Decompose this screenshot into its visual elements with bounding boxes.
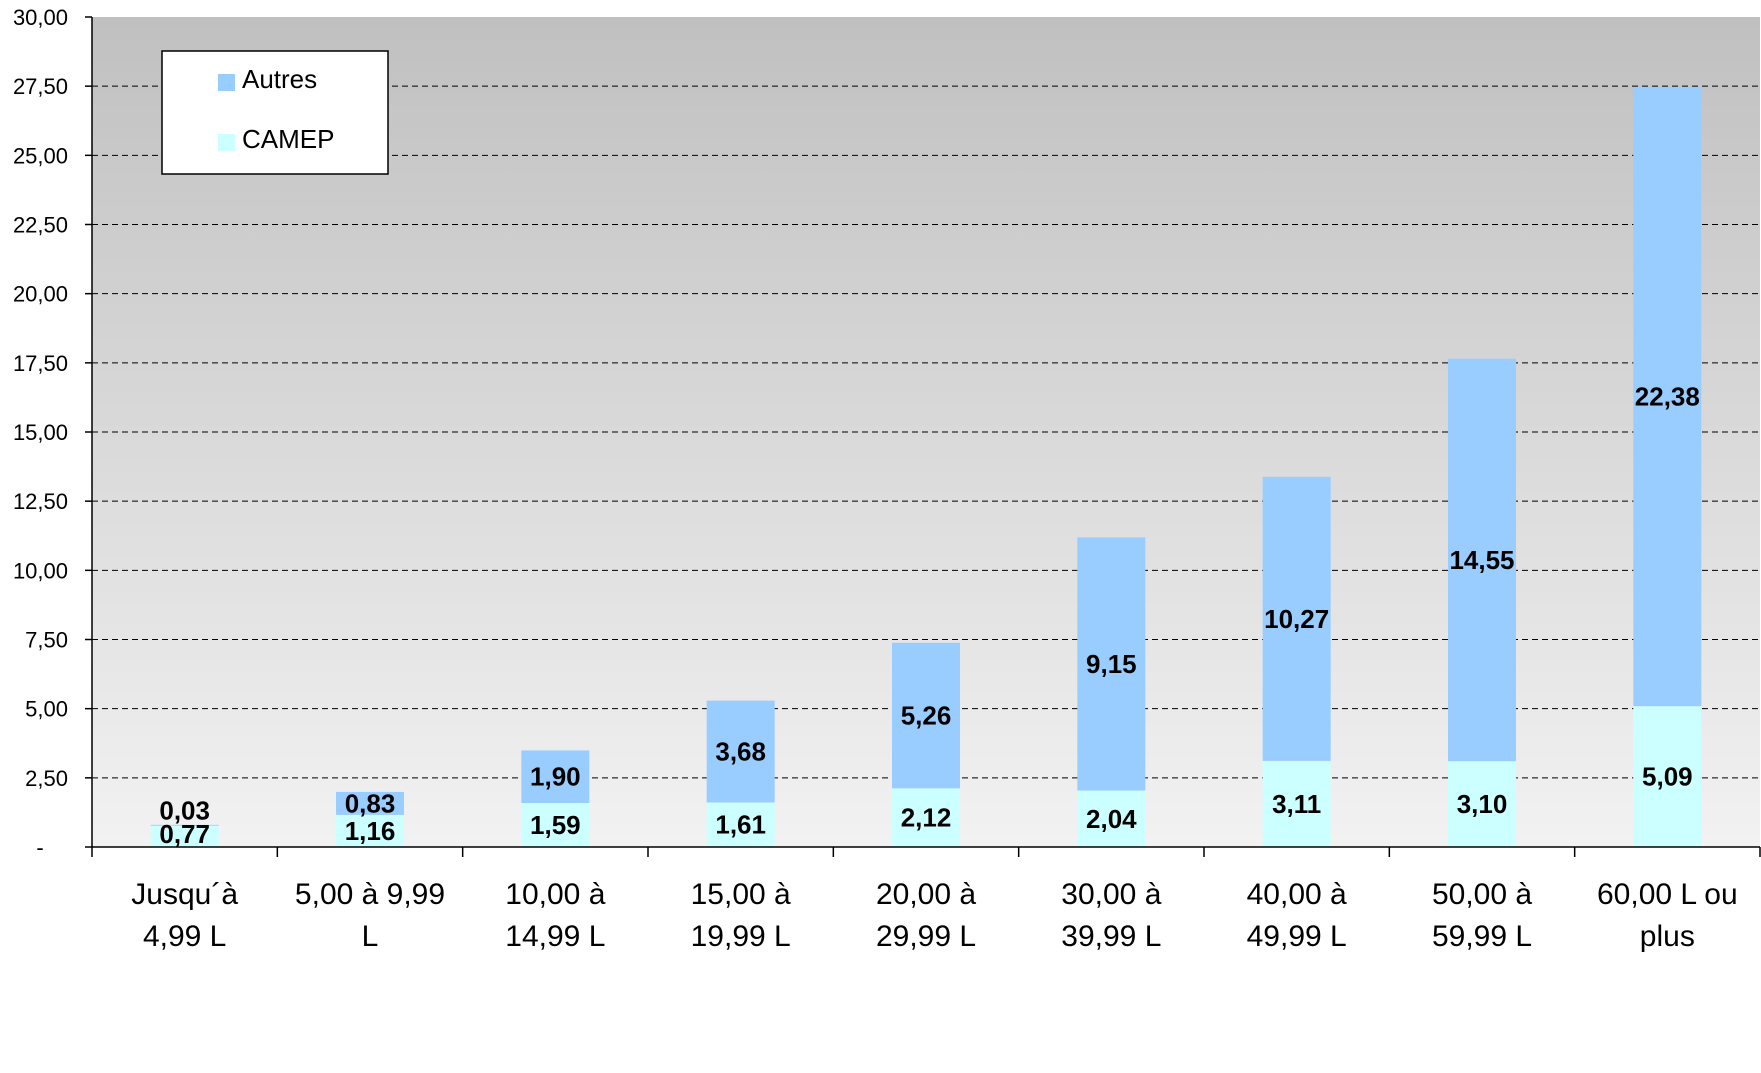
- y-tick-label: 25,00: [13, 143, 68, 168]
- bar-camep: [1077, 790, 1146, 847]
- legend-label-camep: CAMEP: [242, 124, 334, 154]
- bar-autres: [1262, 476, 1331, 761]
- bar-camep: [1633, 706, 1702, 847]
- bar-camep: [1448, 761, 1516, 847]
- legend-swatch-autres: [218, 74, 235, 91]
- data-label-camep: 0,77: [159, 819, 210, 849]
- data-label-autres: 9,15: [1086, 649, 1137, 679]
- y-tick-label: 22,50: [13, 213, 68, 238]
- data-label-autres: 0,03: [159, 796, 210, 826]
- data-label-camep: 1,61: [715, 810, 766, 840]
- bar-autres: [150, 824, 219, 826]
- x-tick-label: 14,99 L: [505, 920, 605, 953]
- bar-autres: [1633, 86, 1702, 707]
- data-label-camep: 1,59: [530, 810, 581, 840]
- data-label-camep: 3,11: [1272, 789, 1321, 819]
- x-tick-label: 4,99 L: [143, 920, 226, 953]
- x-tick-label: Jusqu´à: [131, 878, 238, 911]
- bar-autres: [892, 642, 960, 789]
- data-labels: 0,770,03 1,160,83 1,59 1,90 1,61 3,68 2,12 5,26…: [159, 382, 1700, 849]
- data-label-autres: 10,27: [1264, 604, 1329, 634]
- bar-autres: [1077, 537, 1146, 791]
- bar-autres: [521, 750, 590, 804]
- legend-label-autres: Autres: [242, 64, 317, 94]
- legend-box: [161, 50, 389, 175]
- legend: Autres CAMEP: [161, 50, 389, 175]
- bar-camep: [706, 802, 775, 847]
- x-tick-label: 29,99 L: [876, 920, 976, 953]
- x-tick-label: 40,00 à: [1247, 878, 1347, 911]
- data-label-autres: 5,26: [901, 701, 952, 731]
- x-tick-label: 59,99 L: [1432, 920, 1532, 953]
- data-label-camep: 3,10: [1457, 789, 1508, 819]
- y-tick-label: 5,00: [25, 697, 68, 722]
- x-tick-label: 10,00 à: [505, 878, 605, 911]
- data-label-autres: 3,68: [715, 737, 766, 767]
- y-tick-label: 7,50: [25, 628, 68, 653]
- y-tick-label: 27,50: [13, 74, 68, 99]
- data-label-autres: 1,90: [530, 762, 581, 792]
- data-label-camep: 5,09: [1642, 762, 1693, 792]
- data-label-autres: 22,38: [1635, 382, 1700, 412]
- y-tick-label: 30,00: [13, 5, 68, 30]
- data-label-camep: 1,16: [345, 816, 396, 846]
- y-tick-label: 10,00: [13, 558, 68, 583]
- x-tick-label: 39,99 L: [1061, 920, 1161, 953]
- y-tick-label: 12,50: [13, 489, 68, 514]
- data-label-autres: 14,55: [1449, 545, 1514, 575]
- bars: [150, 86, 1702, 847]
- data-label-autres: 0,83: [345, 788, 396, 818]
- x-tick-label: 50,00 à: [1432, 878, 1532, 911]
- y-tick-label: 15,00: [13, 420, 68, 445]
- x-tick-label: 5,00 à 9,99: [295, 878, 445, 911]
- x-tick-label: 20,00 à: [876, 878, 976, 911]
- bar-autres: [706, 700, 775, 803]
- bar-camep: [150, 825, 219, 847]
- data-label-camep: 2,04: [1086, 804, 1137, 834]
- bar-camep: [521, 803, 590, 847]
- x-tick-label: L: [362, 920, 379, 953]
- y-tick-label: -: [36, 835, 43, 860]
- x-tick-label: 60,00 L ou: [1597, 878, 1738, 911]
- x-tick-label: 30,00 à: [1061, 878, 1161, 911]
- y-tick-label: 2,50: [25, 766, 68, 791]
- x-tick-label: 49,99 L: [1247, 920, 1347, 953]
- bar-camep: [336, 814, 404, 847]
- data-label-camep: 2,12: [901, 803, 952, 833]
- legend-swatch-camep: [218, 134, 235, 151]
- x-tick-label: 15,00 à: [691, 878, 791, 911]
- axes: - 2,50 5,00 7,50 10,00 12,50 15,00 17,50 20,00 22…: [13, 5, 1761, 953]
- bar-camep: [1262, 760, 1331, 847]
- bar-autres: [336, 791, 404, 815]
- x-tick-label: plus: [1640, 920, 1695, 953]
- bar-camep: [892, 788, 960, 847]
- x-tick-label: 19,99 L: [691, 920, 791, 953]
- y-tick-label: 17,50: [13, 351, 68, 376]
- bar-autres: [1448, 358, 1516, 762]
- y-tick-label: 20,00: [13, 282, 68, 307]
